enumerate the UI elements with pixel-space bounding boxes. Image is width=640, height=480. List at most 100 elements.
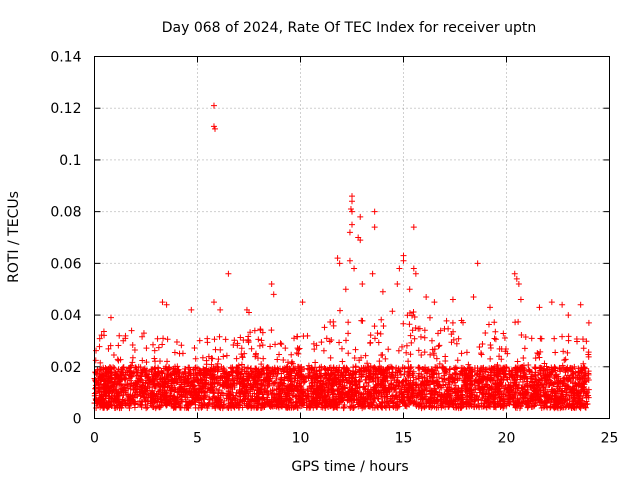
data-point — [237, 334, 244, 341]
data-point — [423, 370, 430, 377]
data-point — [362, 376, 369, 383]
data-point — [182, 383, 189, 390]
data-point — [288, 351, 295, 358]
data-point — [491, 319, 498, 326]
data-point — [233, 355, 240, 362]
data-point — [378, 316, 385, 323]
data-point — [239, 354, 246, 361]
data-point — [435, 330, 442, 337]
data-point — [536, 354, 543, 361]
data-point — [282, 345, 289, 352]
data-point — [436, 342, 443, 349]
data-point — [385, 346, 392, 353]
data-point — [528, 335, 535, 342]
data-point — [383, 398, 390, 405]
data-point — [548, 380, 555, 387]
data-point — [184, 378, 191, 385]
data-point — [141, 388, 148, 395]
data-point — [400, 252, 407, 259]
data-point — [583, 338, 590, 345]
data-point — [178, 342, 185, 349]
data-point — [151, 347, 158, 354]
plot-frame — [94, 56, 610, 419]
data-point — [446, 381, 453, 388]
data-point — [395, 367, 402, 374]
data-point — [326, 338, 333, 345]
data-point — [565, 333, 572, 340]
data-point — [116, 332, 123, 339]
data-point — [449, 296, 456, 303]
data-point — [210, 102, 217, 109]
data-point — [479, 340, 486, 347]
data-points — [91, 102, 592, 412]
data-point — [478, 350, 485, 357]
data-point — [406, 321, 413, 328]
data-point — [176, 350, 183, 357]
data-point — [259, 365, 266, 372]
data-point — [403, 342, 410, 349]
data-point — [374, 403, 381, 410]
data-point — [562, 356, 569, 363]
data-point — [407, 332, 414, 339]
data-point — [210, 299, 217, 306]
data-point — [128, 327, 135, 334]
x-tick-label: 10 — [292, 431, 310, 447]
data-point — [173, 339, 180, 346]
data-point — [475, 397, 482, 404]
data-point — [298, 363, 305, 370]
data-point — [372, 365, 379, 372]
data-point — [561, 374, 568, 381]
data-point — [400, 257, 407, 264]
data-point — [258, 337, 265, 344]
data-point — [349, 221, 355, 228]
data-point — [327, 354, 334, 361]
data-point — [318, 339, 325, 346]
data-point — [220, 353, 227, 360]
data-point — [421, 327, 428, 334]
data-point — [548, 299, 555, 306]
data-point — [160, 335, 167, 342]
data-point — [442, 357, 449, 364]
data-point — [435, 343, 442, 350]
data-point — [520, 354, 527, 361]
data-point — [255, 336, 262, 343]
data-point — [92, 357, 99, 364]
data-point — [421, 375, 428, 382]
data-point — [563, 389, 570, 396]
data-point — [564, 349, 571, 356]
y-tick-label: 0.04 — [50, 308, 81, 324]
data-point — [399, 378, 406, 385]
data-point — [364, 360, 371, 367]
data-point — [561, 357, 568, 364]
data-point — [366, 373, 373, 380]
y-tick-label: 0.1 — [59, 153, 81, 169]
data-point — [492, 336, 499, 343]
data-point — [119, 364, 126, 371]
data-point — [238, 351, 245, 358]
data-point — [377, 330, 384, 337]
data-point — [410, 224, 417, 231]
data-point — [336, 260, 343, 267]
data-point — [339, 385, 346, 392]
data-point — [171, 349, 178, 356]
data-point — [346, 229, 353, 236]
y-tick-label: 0 — [73, 412, 82, 428]
data-point — [295, 350, 302, 357]
data-point — [334, 255, 341, 262]
data-point — [435, 374, 442, 381]
data-point — [454, 375, 461, 382]
data-point — [455, 335, 462, 342]
chart-title: Day 068 of 2024, Rate Of TEC Index for r… — [162, 20, 537, 36]
x-tick-label: 0 — [90, 431, 99, 447]
y-tick-label: 0.14 — [50, 50, 81, 66]
data-point — [107, 314, 114, 321]
data-point — [223, 352, 230, 359]
data-point — [577, 301, 584, 308]
data-point — [260, 355, 267, 362]
data-point — [299, 299, 306, 306]
data-point — [492, 328, 499, 335]
data-point — [345, 330, 352, 337]
data-point — [367, 339, 374, 346]
data-point — [431, 299, 438, 306]
